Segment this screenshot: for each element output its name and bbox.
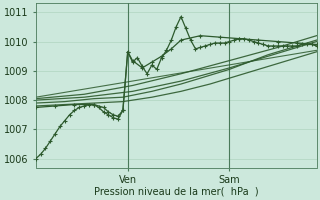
X-axis label: Pression niveau de la mer(  hPa  ): Pression niveau de la mer( hPa ) <box>94 187 259 197</box>
